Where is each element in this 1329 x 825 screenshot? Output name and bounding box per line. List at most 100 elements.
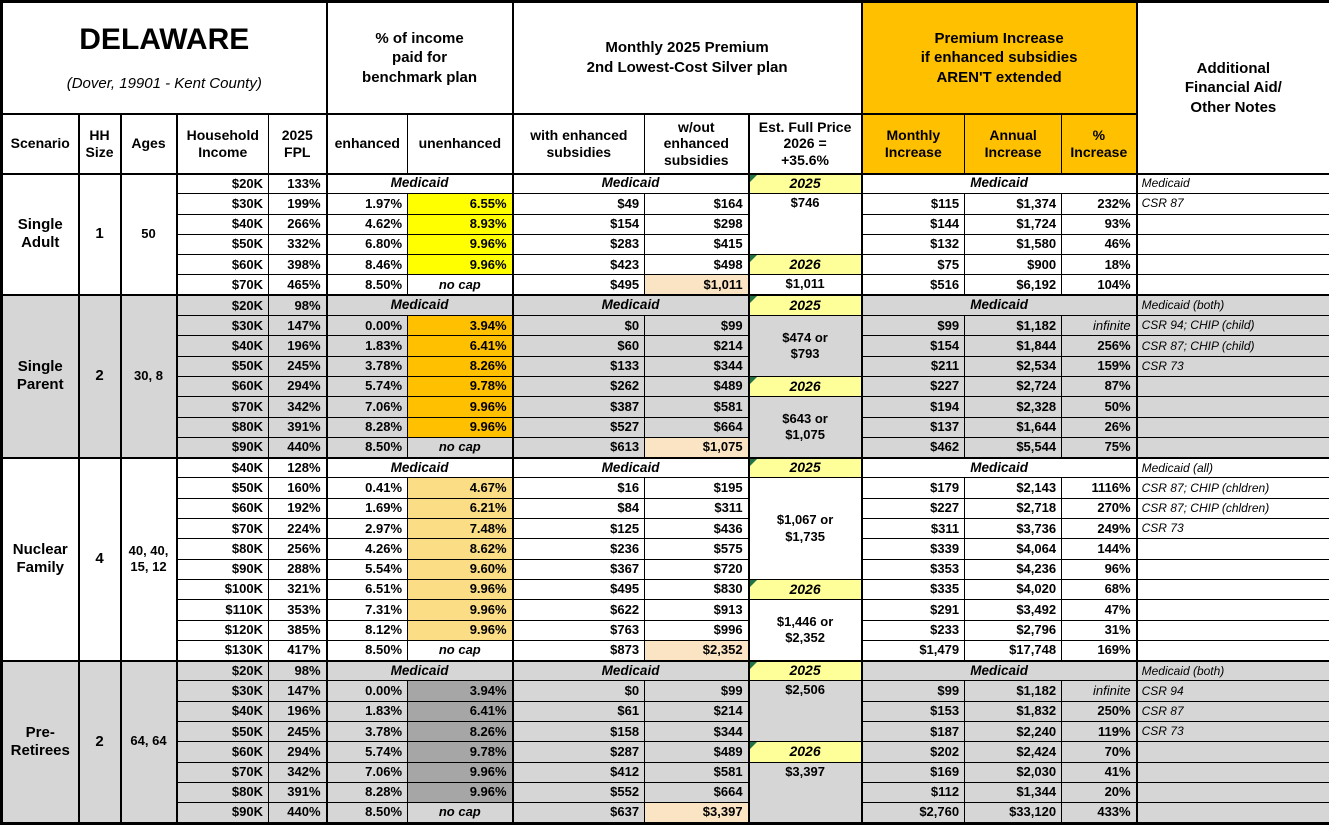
- premium-without-subsidies-cell: $99: [645, 681, 749, 701]
- medicaid-span-cell: Medicaid: [862, 174, 1137, 194]
- premium-with-subsidies-cell: $423: [513, 255, 645, 275]
- premium-without-subsidies-cell: $344: [645, 722, 749, 742]
- enhanced-pct-cell: 5.74%: [327, 376, 408, 396]
- fpl-cell: 133%: [269, 174, 327, 194]
- year-label: 2025: [789, 297, 820, 313]
- est-full-price-cell: $474 or $793: [749, 316, 862, 377]
- annual-increase-cell: $5,544: [965, 437, 1062, 457]
- col-header-fpl: 2025 FPL: [269, 114, 327, 174]
- pct-increase-cell: 144%: [1062, 539, 1137, 559]
- premium-with-subsidies-cell: $154: [513, 214, 645, 234]
- premium-with-subsidies-cell: $763: [513, 620, 645, 640]
- year-marker-cell: 2025: [749, 458, 862, 478]
- monthly-increase-cell: $1,479: [862, 640, 965, 660]
- unenhanced-pct-cell: 9.96%: [408, 234, 513, 254]
- annual-increase-cell: $17,748: [965, 640, 1062, 660]
- notes-cell: CSR 94: [1137, 681, 1329, 701]
- fpl-cell: 98%: [269, 295, 327, 315]
- monthly-increase-cell: $179: [862, 478, 965, 498]
- monthly-increase-cell: $233: [862, 620, 965, 640]
- income-cell: $60K: [177, 498, 269, 518]
- year-marker-cell: 2026: [749, 742, 862, 762]
- comment-triangle-icon: [750, 580, 757, 587]
- premium-with-subsidies-cell: $495: [513, 275, 645, 295]
- unenhanced-pct-cell: 9.96%: [408, 762, 513, 782]
- medicaid-span-cell: Medicaid: [513, 174, 749, 194]
- fpl-cell: 245%: [269, 356, 327, 376]
- year-marker-cell: 2025: [749, 174, 862, 194]
- income-cell: $70K: [177, 397, 269, 417]
- unenhanced-pct-cell: 6.21%: [408, 498, 513, 518]
- premium-without-subsidies-cell: $913: [645, 600, 749, 620]
- col-header-without-subsidies: w/out enhanced subsidies: [645, 114, 749, 174]
- est-full-price-cell: $1,067 or $1,735: [749, 478, 862, 579]
- premium-without-subsidies-cell: $2,352: [645, 640, 749, 660]
- year-label: 2026: [789, 256, 820, 272]
- medicaid-span-cell: Medicaid: [862, 458, 1137, 478]
- unenhanced-pct-cell: 8.26%: [408, 356, 513, 376]
- annual-increase-cell: $1,844: [965, 336, 1062, 356]
- title-cell: DELAWARE (Dover, 19901 - Kent County): [2, 2, 327, 114]
- medicaid-span-cell: Medicaid: [327, 458, 513, 478]
- fpl-cell: 398%: [269, 255, 327, 275]
- premium-with-subsidies-cell: $133: [513, 356, 645, 376]
- fpl-cell: 256%: [269, 539, 327, 559]
- annual-increase-cell: $4,236: [965, 559, 1062, 579]
- pct-increase-cell: 41%: [1062, 762, 1137, 782]
- pct-increase-cell: 270%: [1062, 498, 1137, 518]
- fpl-cell: 342%: [269, 762, 327, 782]
- premium-with-subsidies-cell: $60: [513, 336, 645, 356]
- pct-increase-cell: 93%: [1062, 214, 1137, 234]
- comment-triangle-icon: [750, 296, 757, 303]
- pct-increase-cell: 20%: [1062, 782, 1137, 802]
- header-column-row: Scenario HH Size Ages Household Income 2…: [2, 114, 1329, 174]
- enhanced-pct-cell: 0.00%: [327, 681, 408, 701]
- year-marker-cell: 2025: [749, 661, 862, 681]
- enhanced-pct-cell: 8.12%: [327, 620, 408, 640]
- medicaid-span-cell: Medicaid: [513, 295, 749, 315]
- unenhanced-pct-cell: 3.94%: [408, 316, 513, 336]
- income-cell: $50K: [177, 722, 269, 742]
- notes-cell: [1137, 437, 1329, 457]
- premium-with-subsidies-cell: $0: [513, 681, 645, 701]
- monthly-increase-cell: $132: [862, 234, 965, 254]
- year-marker-cell: 2026: [749, 255, 862, 275]
- premium-without-subsidies-cell: $489: [645, 742, 749, 762]
- pct-increase-cell: 75%: [1062, 437, 1137, 457]
- unenhanced-pct-cell: 8.62%: [408, 539, 513, 559]
- unenhanced-pct-cell: 6.41%: [408, 701, 513, 721]
- premium-with-subsidies-cell: $84: [513, 498, 645, 518]
- comment-triangle-icon: [750, 377, 757, 384]
- monthly-increase-cell: $115: [862, 194, 965, 214]
- fpl-cell: 321%: [269, 579, 327, 599]
- premium-with-subsidies-cell: $262: [513, 376, 645, 396]
- premium-without-subsidies-cell: $581: [645, 397, 749, 417]
- enhanced-pct-cell: 5.74%: [327, 742, 408, 762]
- income-cell: $30K: [177, 316, 269, 336]
- fpl-cell: 294%: [269, 742, 327, 762]
- income-cell: $90K: [177, 559, 269, 579]
- col-header-annual-increase: Annual Increase: [965, 114, 1062, 174]
- unenhanced-pct-cell: 9.96%: [408, 600, 513, 620]
- income-cell: $80K: [177, 539, 269, 559]
- col-header-income: Household Income: [177, 114, 269, 174]
- fpl-cell: 342%: [269, 397, 327, 417]
- annual-increase-cell: $1,182: [965, 681, 1062, 701]
- fpl-cell: 332%: [269, 234, 327, 254]
- income-cell: $20K: [177, 295, 269, 315]
- annual-increase-cell: $2,240: [965, 722, 1062, 742]
- enhanced-pct-cell: 8.50%: [327, 275, 408, 295]
- unenhanced-pct-cell: 9.78%: [408, 376, 513, 396]
- annual-increase-cell: $1,182: [965, 316, 1062, 336]
